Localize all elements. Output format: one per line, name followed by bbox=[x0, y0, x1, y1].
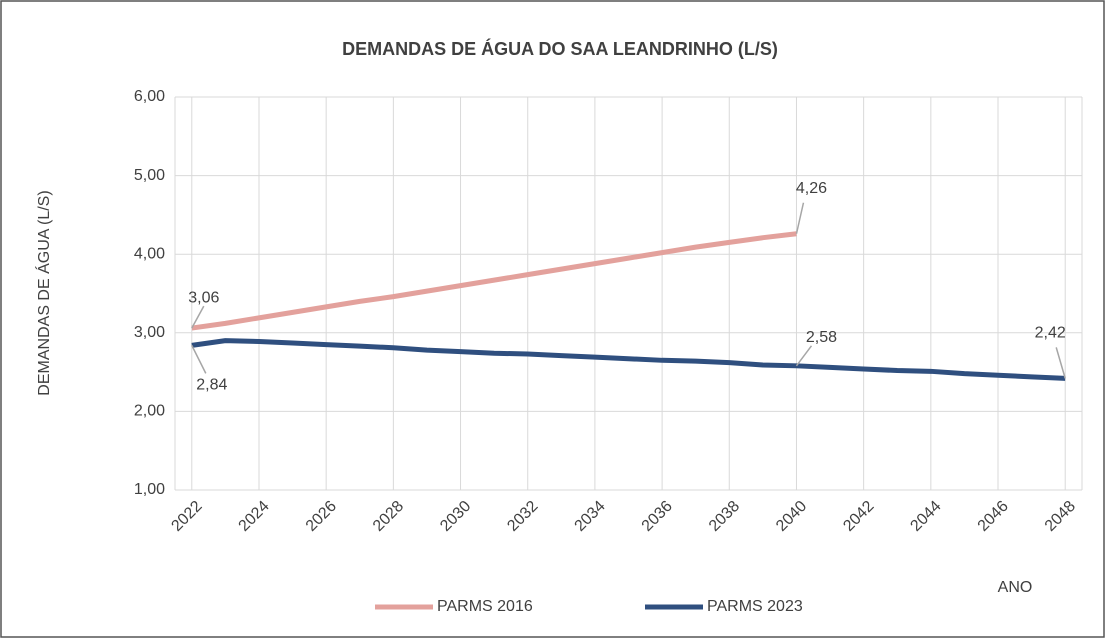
data-label: 2,42 bbox=[1035, 325, 1066, 342]
data-label: 3,06 bbox=[188, 289, 219, 306]
legend-label: PARMS 2016 bbox=[437, 598, 533, 615]
y-tick-label: 1,00 bbox=[134, 481, 165, 498]
y-tick-label: 4,00 bbox=[134, 245, 165, 262]
x-axis-label: ANO bbox=[998, 579, 1033, 596]
leader-line bbox=[191, 345, 207, 374]
data-line bbox=[191, 231, 797, 331]
leader-line bbox=[795, 345, 813, 367]
y-axis-label: DEMANDAS DE ÁGUA (L/S) bbox=[34, 190, 53, 395]
data-line bbox=[191, 338, 1066, 381]
data-label: 2,84 bbox=[196, 377, 227, 394]
chart-title: DEMANDAS DE ÁGUA DO SAA LEANDRINHO (L/S) bbox=[342, 38, 778, 59]
y-tick-label: 5,00 bbox=[134, 167, 165, 184]
leader-line bbox=[795, 202, 805, 234]
y-tick-label: 6,00 bbox=[134, 88, 165, 105]
legend-label: PARMS 2023 bbox=[707, 598, 803, 615]
data-label: 4,26 bbox=[796, 180, 827, 197]
leader-line bbox=[191, 305, 205, 329]
leader-line bbox=[1055, 347, 1066, 379]
y-tick-label: 2,00 bbox=[134, 403, 165, 420]
data-label: 2,58 bbox=[806, 329, 837, 346]
y-tick-label: 3,00 bbox=[134, 324, 165, 341]
